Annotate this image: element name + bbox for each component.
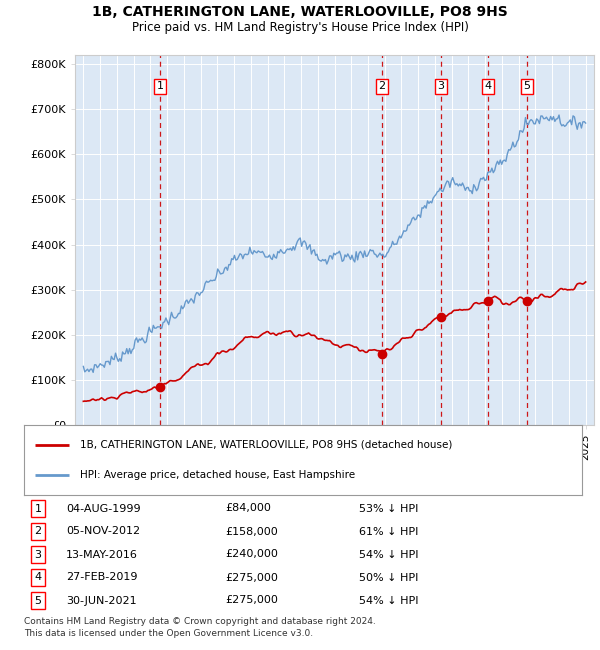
Text: 54% ↓ HPI: 54% ↓ HPI: [359, 549, 418, 560]
Text: £84,000: £84,000: [225, 504, 271, 514]
Text: 5: 5: [524, 81, 530, 92]
Text: 1: 1: [34, 504, 41, 514]
Text: 2: 2: [34, 526, 41, 536]
Text: 30-JUN-2021: 30-JUN-2021: [66, 595, 136, 606]
Text: £158,000: £158,000: [225, 526, 278, 536]
Text: £240,000: £240,000: [225, 549, 278, 560]
Text: 5: 5: [34, 595, 41, 606]
Text: 27-FEB-2019: 27-FEB-2019: [66, 573, 137, 582]
Text: 04-AUG-1999: 04-AUG-1999: [66, 504, 140, 514]
Text: £275,000: £275,000: [225, 573, 278, 582]
Text: 1B, CATHERINGTON LANE, WATERLOOVILLE, PO8 9HS: 1B, CATHERINGTON LANE, WATERLOOVILLE, PO…: [92, 5, 508, 20]
Text: 53% ↓ HPI: 53% ↓ HPI: [359, 504, 418, 514]
Text: 3: 3: [34, 549, 41, 560]
Text: 61% ↓ HPI: 61% ↓ HPI: [359, 526, 418, 536]
Text: 05-NOV-2012: 05-NOV-2012: [66, 526, 140, 536]
Text: 4: 4: [484, 81, 491, 92]
Text: 54% ↓ HPI: 54% ↓ HPI: [359, 595, 418, 606]
Text: £275,000: £275,000: [225, 595, 278, 606]
Text: 13-MAY-2016: 13-MAY-2016: [66, 549, 138, 560]
Text: 3: 3: [437, 81, 445, 92]
Text: 1: 1: [157, 81, 164, 92]
Text: HPI: Average price, detached house, East Hampshire: HPI: Average price, detached house, East…: [80, 471, 355, 480]
Text: 4: 4: [34, 573, 41, 582]
Text: Price paid vs. HM Land Registry's House Price Index (HPI): Price paid vs. HM Land Registry's House …: [131, 21, 469, 34]
Text: Contains HM Land Registry data © Crown copyright and database right 2024.
This d: Contains HM Land Registry data © Crown c…: [24, 617, 376, 638]
Text: 50% ↓ HPI: 50% ↓ HPI: [359, 573, 418, 582]
Text: 2: 2: [379, 81, 386, 92]
Text: 1B, CATHERINGTON LANE, WATERLOOVILLE, PO8 9HS (detached house): 1B, CATHERINGTON LANE, WATERLOOVILLE, PO…: [80, 439, 452, 450]
